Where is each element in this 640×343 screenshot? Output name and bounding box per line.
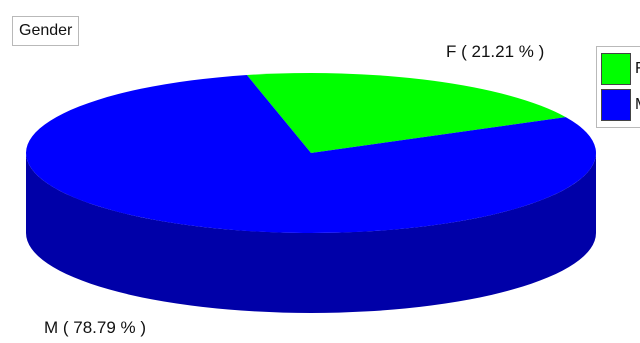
legend-item-m: M <box>601 87 640 123</box>
legend-item-f: F <box>601 51 640 87</box>
legend-label-f: F <box>635 60 640 77</box>
legend-swatch-m <box>601 89 631 121</box>
legend: F M <box>596 46 640 128</box>
slice-f <box>246 73 566 153</box>
slice-label-m: M ( 78.79 % ) <box>44 318 147 337</box>
legend-swatch-f <box>601 53 631 85</box>
slice-label-f: F ( 21.21 % ) <box>446 42 545 61</box>
chart-title: Gender <box>12 16 80 46</box>
legend-label-m: M <box>635 96 640 114</box>
slice-m <box>25 75 597 234</box>
